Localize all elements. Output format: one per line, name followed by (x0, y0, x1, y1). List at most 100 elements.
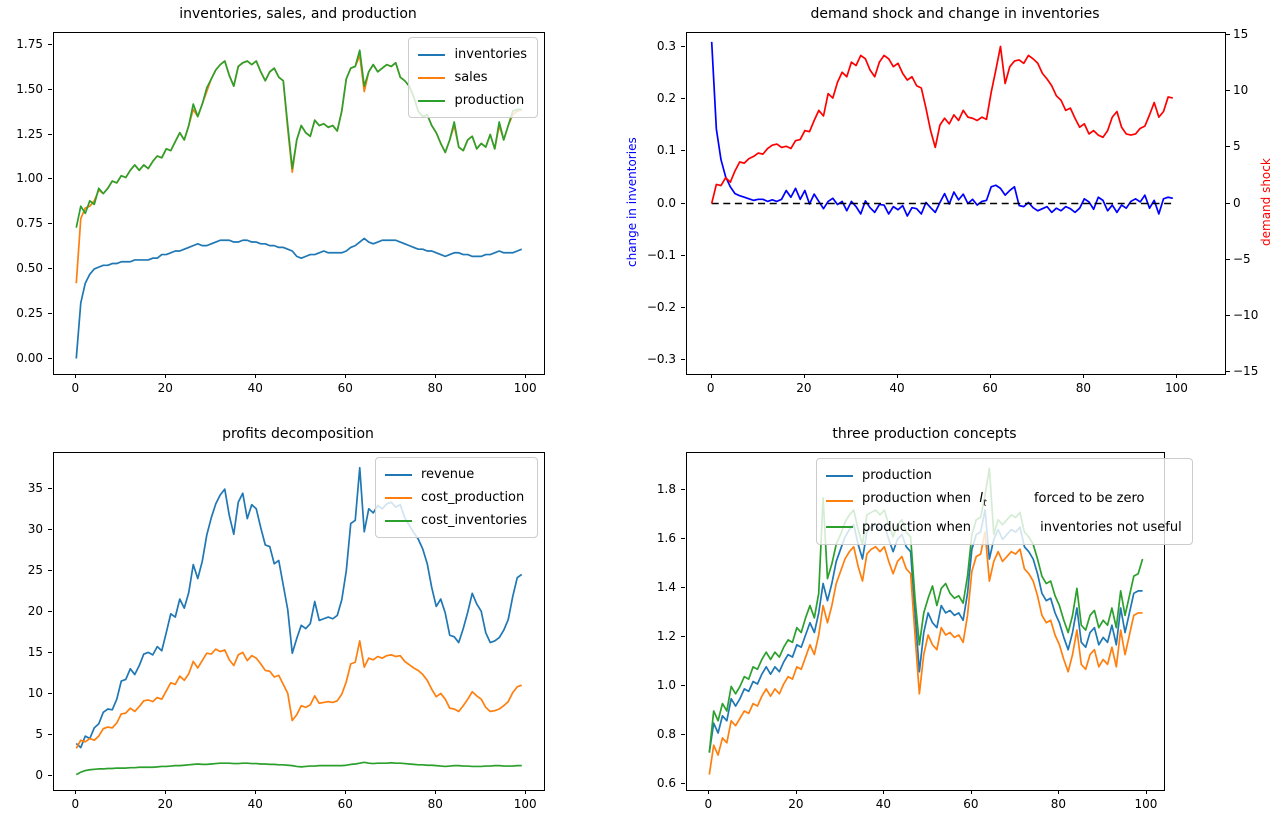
demand-shock-change-inventories-y2tick (1226, 202, 1230, 204)
demand-shock-change-inventories-ytick (681, 254, 685, 256)
profits-decomposition-series-cost-production (75, 640, 523, 749)
demand-shock-change-inventories-ylabel-right: demand shock (1259, 158, 1273, 247)
inventories-sales-production-title: inventories, sales, and production (179, 6, 417, 22)
three-production-concepts-ytick-label: 0.8 (656, 727, 676, 742)
demand-shock-change-inventories-series-demand-shock (710, 45, 1174, 204)
three-production-concepts-ytick (681, 587, 685, 589)
demand-shock-change-inventories-xtick-label: 20 (796, 381, 812, 395)
inventories-sales-production-xtick-label: 0 (71, 381, 80, 395)
profits-decomposition-ytick (48, 529, 52, 531)
profits-decomposition-series-revenue (75, 466, 523, 749)
inventories-sales-production-ytick (48, 267, 52, 269)
three-production-concepts-ytick (681, 636, 685, 638)
profits-decomposition-legend-row-cost-production: cost_production (384, 486, 527, 509)
demand-shock-change-inventories-lines (710, 41, 1174, 217)
profits-decomposition-ytick (48, 570, 52, 572)
profits-decomposition-xtick-label: 60 (337, 797, 353, 811)
three-production-concepts-ytick-label: 1.2 (656, 629, 676, 644)
inventories-sales-production-ytick (48, 312, 52, 314)
inventories-sales-production-legend: inventories sales production (408, 37, 538, 118)
inventories-sales-production-xtick (75, 374, 77, 378)
production-legend-swatch (418, 99, 446, 102)
demand-shock-change-inventories-ytick (681, 46, 685, 48)
inventories-sales-production-series-inventories (75, 237, 523, 359)
profits-decomposition-ytick-label: 10 (27, 686, 43, 701)
profits-decomposition-ytick (48, 488, 52, 490)
profits-decomposition-ytick-label: 15 (27, 645, 43, 660)
inventories-sales-production-ytick-label: 1.25 (16, 126, 43, 141)
demand-shock-change-inventories-ytick (681, 306, 685, 308)
three-production-concepts-legend-row-production: production (826, 464, 1182, 487)
three-production-concepts-ytick-label: 1.8 (656, 482, 676, 497)
demand-shock-change-inventories-y2tick-label: −15 (1233, 363, 1259, 378)
demand-shock-change-inventories-ytick (681, 358, 685, 360)
demand-shock-change-inventories-ytick-label: 0.2 (656, 91, 676, 106)
three-production-concepts-ytick (681, 734, 685, 736)
inventories-sales-production-ytick-label: 1.50 (16, 81, 43, 96)
demand-shock-change-inventories-xtick (1083, 374, 1085, 378)
demand-shock-change-inventories-xtick (990, 374, 992, 378)
profits-decomposition-legend-row-revenue: revenue (384, 463, 527, 486)
demand-shock-change-inventories-y2tick (1226, 314, 1230, 316)
demand-shock-change-inventories-title: demand shock and change in inventories (810, 6, 1100, 22)
revenue-legend-label: revenue (420, 467, 475, 482)
demand-shock-change-inventories-xtick-label: 0 (706, 381, 715, 395)
three-production-concepts-lines (708, 467, 1144, 775)
inventories-sales-production-ytick (48, 178, 52, 180)
demand-shock-change-inventories-ytick (681, 150, 685, 152)
profits-decomposition-xtick (345, 790, 347, 794)
demand-shock-change-inventories-xtick (803, 374, 805, 378)
three-production-concepts-series-production (708, 509, 1143, 753)
revenue-legend-swatch (384, 473, 412, 476)
inventories-sales-production-ytick (48, 43, 52, 45)
three-production-concepts-legend-row-production-inventories-forced-zero: production when It forced to be zero (826, 487, 1182, 516)
demand-shock-change-inventories-y2tick (1226, 90, 1230, 92)
demand-shock-change-inventories-ytick-label: 0.0 (656, 195, 676, 210)
three-production-concepts-ytick-label: 1.4 (656, 580, 676, 595)
profits-decomposition-lines (75, 466, 523, 776)
profits-decomposition-ytick (48, 652, 52, 654)
profits-decomposition-xtick (165, 790, 167, 794)
profits-decomposition-plot-area (53, 452, 545, 791)
three-production-concepts-xtick-label: 0 (704, 797, 713, 811)
sales-legend-swatch (418, 76, 446, 79)
profits-decomposition-xtick-label: 20 (157, 797, 173, 811)
production-legend-swatch (826, 474, 853, 477)
demand-shock-change-inventories-ylabel-left: change in inventories (625, 137, 639, 268)
demand-shock-change-inventories-y2tick (1226, 146, 1230, 148)
inventories-sales-production-xtick (435, 374, 437, 378)
demand-shock-change-inventories-y2tick-label: 0 (1233, 195, 1241, 210)
cost-inventories-legend-swatch (384, 519, 412, 522)
demand-shock-change-inventories-y2tick (1226, 258, 1230, 260)
inventories-sales-production-ytick-label: 0.25 (16, 305, 43, 320)
inventories-sales-production-series-production (75, 49, 522, 228)
demand-shock-change-inventories-xtick-label: 80 (1075, 381, 1091, 395)
profits-decomposition-ytick (48, 734, 52, 736)
three-production-concepts-series-production-inventories-forced-zero (708, 531, 1143, 775)
three-production-concepts-xtick (1145, 790, 1147, 794)
inventories-sales-production-xtick-label: 100 (513, 381, 537, 395)
profits-decomposition-ytick-label: 25 (27, 563, 43, 578)
demand-shock-change-inventories-ytick (681, 98, 685, 100)
profits-decomposition-xtick (255, 790, 257, 794)
demand-shock-change-inventories-plot-area (686, 32, 1226, 375)
demand-shock-change-inventories-y2tick-label: −10 (1233, 307, 1259, 322)
profits-decomposition-series-cost-inventories (75, 761, 522, 776)
three-production-concepts-xtick (795, 790, 797, 794)
demand-shock-change-inventories-ytick-label: −0.2 (646, 299, 676, 314)
three-production-concepts-ytick-label: 1.6 (656, 531, 676, 546)
demand-shock-change-inventories-y2tick (1226, 34, 1230, 36)
three-production-concepts-xtick-label: 100 (1134, 797, 1158, 811)
profits-decomposition-ytick-label: 5 (35, 727, 43, 742)
demand-shock-change-inventories-series-change-in-inventories (710, 41, 1174, 217)
three-production-concepts-ytick (681, 538, 685, 540)
three-production-concepts-xtick-label: 20 (788, 797, 804, 811)
profits-decomposition-ytick-label: 30 (27, 522, 43, 537)
three-production-concepts-xtick (970, 790, 972, 794)
demand-shock-change-inventories-xtick-label: 60 (982, 381, 998, 395)
inventories-sales-production-ytick (48, 223, 52, 225)
inventories-sales-production-lines (75, 49, 523, 359)
profits-decomposition-title: profits decomposition (222, 426, 374, 442)
profits-decomposition-xtick (525, 790, 527, 794)
